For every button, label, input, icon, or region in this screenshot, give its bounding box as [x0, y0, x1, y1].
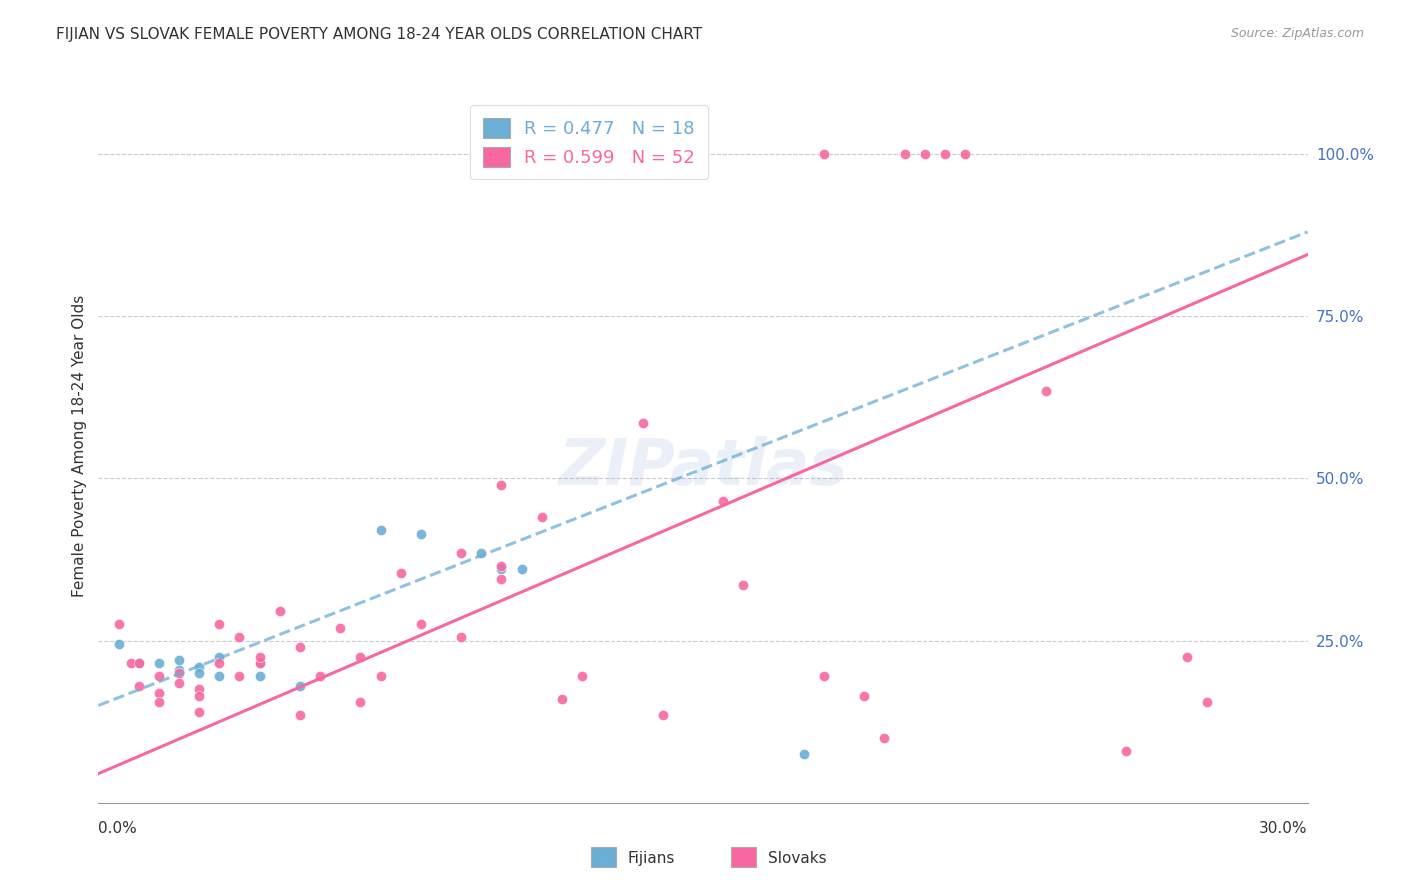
Point [914, 147, 936, 161]
Point [249, 657, 271, 671]
Text: Fijians: Fijians [627, 851, 675, 865]
Point [249, 649, 271, 664]
Point [148, 685, 170, 699]
Point [188, 705, 211, 719]
Point [1115, 744, 1137, 758]
Point [148, 669, 170, 683]
Point [188, 659, 211, 673]
Text: Source: ZipAtlas.com: Source: ZipAtlas.com [1230, 27, 1364, 40]
Point [128, 657, 150, 671]
Text: FIJIAN VS SLOVAK FEMALE POVERTY AMONG 18-24 YEAR OLDS CORRELATION CHART: FIJIAN VS SLOVAK FEMALE POVERTY AMONG 18… [56, 27, 703, 42]
Point [793, 747, 815, 761]
Point [1195, 695, 1218, 709]
Point [148, 695, 170, 709]
Point [228, 669, 250, 683]
Point [128, 679, 150, 693]
Text: 0.0%: 0.0% [98, 821, 138, 836]
Point [813, 669, 835, 683]
Point [269, 604, 291, 618]
Point [409, 617, 432, 632]
Point [491, 478, 513, 492]
Point [651, 708, 673, 723]
Point [389, 566, 412, 580]
Point [711, 494, 734, 508]
Point [208, 649, 231, 664]
Point [120, 657, 142, 671]
Point [934, 147, 956, 161]
Point [107, 617, 129, 632]
Point [128, 657, 150, 671]
Point [530, 510, 553, 524]
Point [188, 666, 211, 681]
Point [349, 695, 371, 709]
Point [208, 657, 231, 671]
Point [733, 578, 755, 592]
Point [167, 675, 190, 690]
Point [813, 147, 835, 161]
Point [370, 524, 392, 538]
Point [893, 147, 915, 161]
Point [510, 562, 533, 576]
Point [1035, 384, 1057, 398]
Text: ZIPatlas: ZIPatlas [558, 436, 848, 499]
Point [571, 669, 593, 683]
Point [873, 731, 896, 745]
Point [208, 669, 231, 683]
Point [188, 682, 211, 697]
Text: 30.0%: 30.0% [1260, 821, 1308, 836]
Point [1175, 649, 1198, 664]
Point [450, 631, 472, 645]
Y-axis label: Female Poverty Among 18-24 Year Olds: Female Poverty Among 18-24 Year Olds [72, 295, 87, 597]
Point [167, 653, 190, 667]
Point [409, 526, 432, 541]
Point [188, 689, 211, 703]
Point [370, 669, 392, 683]
Point [249, 657, 271, 671]
Point [309, 669, 332, 683]
Point [491, 559, 513, 574]
Point [329, 621, 352, 635]
Point [551, 692, 574, 706]
Point [167, 666, 190, 681]
Point [288, 640, 311, 654]
Point [631, 417, 654, 431]
Point [288, 679, 311, 693]
Point [228, 631, 250, 645]
Point [288, 708, 311, 723]
Point [148, 657, 170, 671]
Point [491, 572, 513, 586]
Text: Slovaks: Slovaks [768, 851, 827, 865]
Point [953, 147, 976, 161]
Point [167, 663, 190, 677]
Point [249, 669, 271, 683]
Point [107, 637, 129, 651]
Point [450, 546, 472, 560]
Point [853, 689, 876, 703]
Point [349, 649, 371, 664]
Legend: R = 0.477   N = 18, R = 0.599   N = 52: R = 0.477 N = 18, R = 0.599 N = 52 [470, 105, 707, 179]
Point [208, 617, 231, 632]
Point [470, 546, 492, 560]
Point [491, 562, 513, 576]
